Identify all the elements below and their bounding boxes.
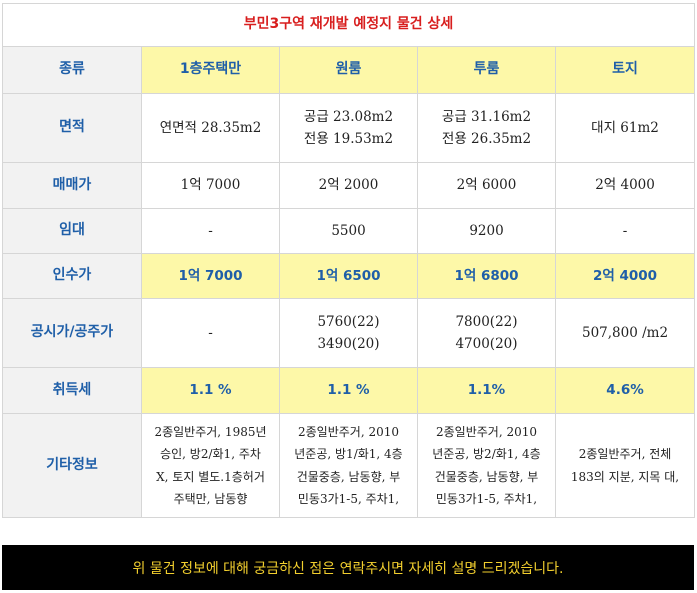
row-label-lease: 임대 — [2, 208, 142, 254]
area-cell: 공급 23.08m2 전용 19.53m2 — [279, 93, 418, 163]
row-label-tax: 취득세 — [2, 367, 142, 414]
etc-cell: 2종일반주거, 전체 183의 지분, 지목 대, — [554, 413, 696, 518]
cell-line: 전용 19.53m2 — [303, 131, 394, 147]
cell-line: 2종일반주거, 2010 — [297, 425, 399, 440]
cell-line: 승인, 방2/화1, 주차 — [160, 447, 261, 462]
cell-line: X, 토지 별도.1층허거 — [156, 469, 265, 484]
tax-cell: 1.1 % — [279, 367, 418, 414]
price-cell: 2억 2000 — [279, 162, 418, 209]
cell-line: 3490(20) — [317, 336, 380, 352]
lease-cell: 5500 — [279, 208, 418, 254]
cell-line: 공급 23.08m2 — [303, 108, 394, 125]
cell-line: 4700(20) — [455, 336, 518, 352]
cell-line: 주택만, 남동향 — [173, 491, 248, 506]
cell-line: 년준공, 방1/화1, 4층 — [294, 447, 403, 462]
cell-line: 183의 지분, 지목 대, — [570, 469, 680, 484]
lease-cell: 9200 — [417, 208, 556, 254]
row-label-acquisition: 인수가 — [2, 253, 142, 299]
tax-cell: 4.6% — [554, 367, 696, 414]
detail-table-wrapper: 부민3구역 재개발 예정지 물건 상세 종류 1층주택만 원룸 투룸 토지 면적… — [1, 3, 696, 518]
cell-line: - — [208, 324, 213, 341]
row-label-area: 면적 — [2, 93, 142, 163]
cell-line: 민동3가1-5, 주차1, — [435, 491, 538, 506]
etc-cell: 2종일반주거, 2010 년준공, 방1/화1, 4층 건물중층, 남동향, 부… — [279, 413, 418, 518]
cell-line: 7800(22) — [455, 313, 518, 330]
cell-line: 5760(22) — [317, 313, 380, 330]
cell-line: 민동3가1-5, 주차1, — [297, 491, 400, 506]
cell-line: 건물중층, 남동향, 부 — [296, 469, 401, 484]
cell-line: 연면적 28.35m2 — [159, 119, 262, 136]
etc-cell: 2종일반주거, 2010 년준공, 방2/화1, 4층 건물중층, 남동향, 부… — [417, 413, 556, 518]
tax-cell: 1.1% — [417, 367, 556, 414]
tax-cell: 1.1 % — [141, 367, 280, 414]
cell-line: 공급 31.16m2 — [441, 108, 532, 125]
cell-line: 년준공, 방2/화1, 4층 — [432, 447, 541, 462]
col-header-oneroom: 원룸 — [279, 46, 418, 94]
price-cell: 1억 7000 — [141, 162, 280, 209]
cell-line: 507,800 /m2 — [581, 324, 669, 341]
contact-banner: 위 물건 정보에 대해 궁금하신 점은 연락주시면 자세히 설명 드리겠습니다. — [2, 545, 694, 590]
property-detail-table: 부민3구역 재개발 예정지 물건 상세 종류 1층주택만 원룸 투룸 토지 면적… — [1, 3, 696, 518]
cell-line: 2종일반주거, 2010 — [435, 425, 537, 440]
col-header-1f-house: 1층주택만 — [141, 46, 280, 94]
cell-line: 건물중층, 남동향, 부 — [434, 469, 539, 484]
official-cell: - — [141, 298, 280, 368]
etc-cell: 2종일반주거, 1985년 승인, 방2/화1, 주차 X, 토지 별도.1층허… — [141, 413, 280, 518]
official-cell: 5760(22) 3490(20) — [279, 298, 418, 368]
area-cell: 대지 61m2 — [554, 93, 696, 163]
col-header-tworoom: 투룸 — [417, 46, 556, 94]
official-cell: 507,800 /m2 — [554, 298, 696, 368]
area-cell: 연면적 28.35m2 — [141, 93, 280, 163]
cell-line: 2종일반주거, 전체 — [578, 447, 672, 462]
cell-line: 2종일반주거, 1985년 — [154, 425, 267, 440]
acquisition-cell: 1억 6800 — [417, 253, 556, 299]
row-label-price: 매매가 — [2, 162, 142, 209]
col-header-land: 토지 — [554, 46, 696, 94]
row-label-official: 공시가/공주가 — [2, 298, 142, 368]
row-label-etc: 기타정보 — [2, 413, 142, 518]
acquisition-cell: 1억 7000 — [141, 253, 280, 299]
table-title: 부민3구역 재개발 예정지 물건 상세 — [1, 3, 696, 47]
acquisition-cell: 1억 6500 — [279, 253, 418, 299]
cell-line: 대지 61m2 — [591, 119, 659, 136]
cell-line: 전용 26.35m2 — [441, 131, 532, 147]
lease-cell: - — [554, 208, 696, 254]
official-cell: 7800(22) 4700(20) — [417, 298, 556, 368]
area-cell: 공급 31.16m2 전용 26.35m2 — [417, 93, 556, 163]
row-label-type: 종류 — [2, 46, 142, 94]
lease-cell: - — [141, 208, 280, 254]
acquisition-cell: 2억 4000 — [554, 253, 696, 299]
price-cell: 2억 6000 — [417, 162, 556, 209]
price-cell: 2억 4000 — [554, 162, 696, 209]
